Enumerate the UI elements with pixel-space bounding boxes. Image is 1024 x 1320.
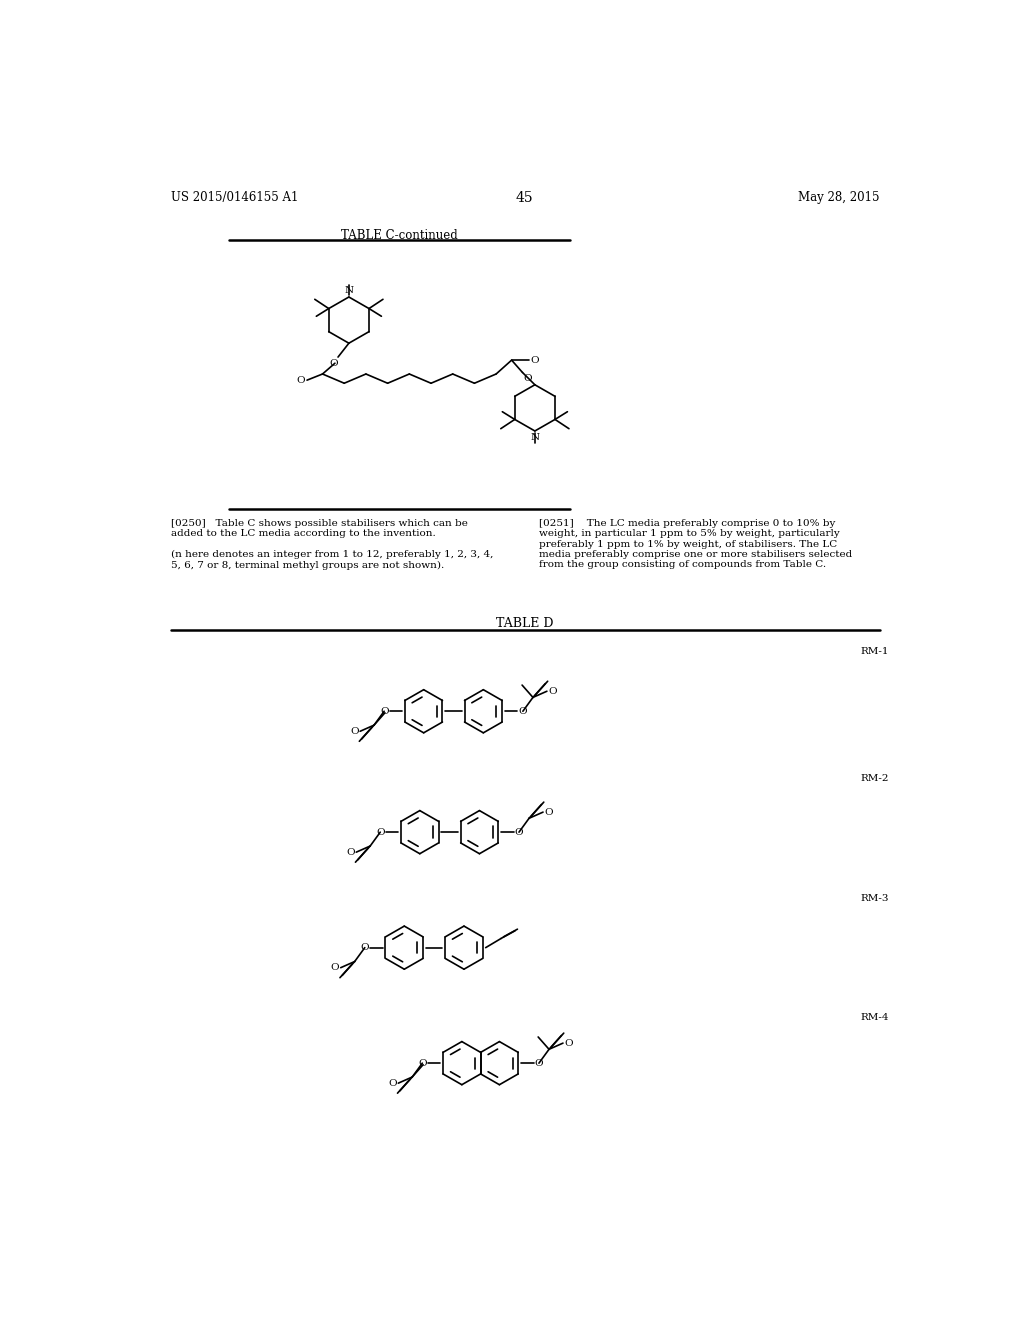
Text: O: O xyxy=(523,374,531,383)
Text: O: O xyxy=(535,1059,543,1068)
Text: O: O xyxy=(564,1039,573,1048)
Text: RM-1: RM-1 xyxy=(860,647,889,656)
Text: O: O xyxy=(346,847,354,857)
Text: O: O xyxy=(297,376,305,384)
Text: O: O xyxy=(388,1078,396,1088)
Text: US 2015/0146155 A1: US 2015/0146155 A1 xyxy=(171,190,298,203)
Text: O: O xyxy=(518,706,526,715)
Text: RM-2: RM-2 xyxy=(860,775,889,783)
Text: O: O xyxy=(545,808,553,817)
Text: May 28, 2015: May 28, 2015 xyxy=(799,190,880,203)
Text: N: N xyxy=(530,433,540,441)
Text: O: O xyxy=(419,1059,427,1068)
Text: O: O xyxy=(530,355,539,364)
Text: TABLE C-continued: TABLE C-continued xyxy=(341,230,458,243)
Text: N: N xyxy=(344,286,353,296)
Text: O: O xyxy=(376,828,385,837)
Text: O: O xyxy=(514,828,523,837)
Text: O: O xyxy=(380,706,389,715)
Text: 45: 45 xyxy=(516,190,534,205)
Text: O: O xyxy=(331,964,339,972)
Text: TABLE D: TABLE D xyxy=(496,618,554,631)
Text: O: O xyxy=(350,727,358,735)
Text: [0250]   Table C shows possible stabilisers which can be
added to the LC media a: [0250] Table C shows possible stabiliser… xyxy=(171,519,493,570)
Text: RM-3: RM-3 xyxy=(860,894,889,903)
Text: O: O xyxy=(360,944,370,952)
Text: [0251]    The LC media preferably comprise 0 to 10% by
weight, in particular 1 p: [0251] The LC media preferably comprise … xyxy=(539,519,852,569)
Text: O: O xyxy=(549,686,557,696)
Text: RM-4: RM-4 xyxy=(860,1014,889,1022)
Text: O: O xyxy=(330,359,339,367)
